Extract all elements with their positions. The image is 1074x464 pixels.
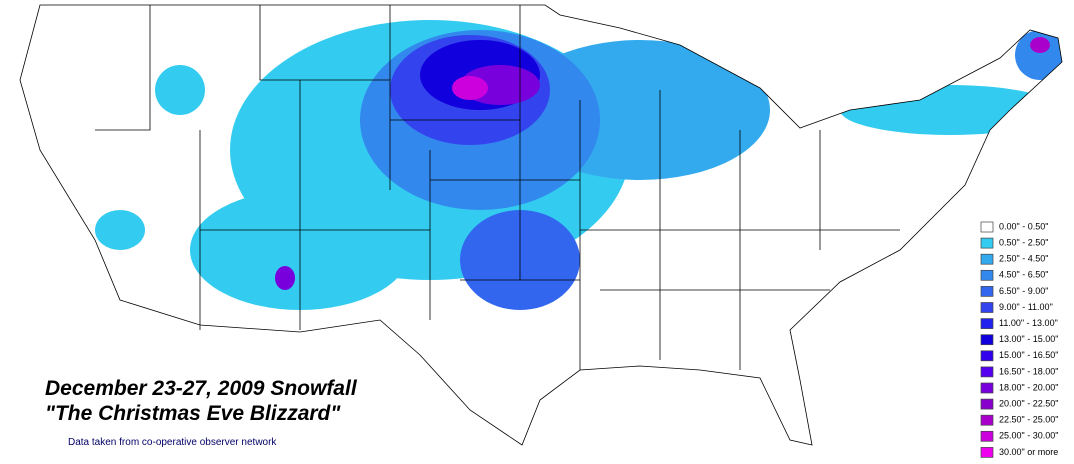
- legend: 0.00" - 0.50" 0.50" - 2.50" 2.50" - 4.50" 4…: [980, 221, 1058, 458]
- legend-swatch: [980, 318, 994, 329]
- legend-swatch: [980, 237, 994, 249]
- map-subtitle: "The Christmas Eve Blizzard": [45, 402, 341, 425]
- legend-label: 22.50" - 25.00": [999, 415, 1058, 425]
- map-title: December 23-27, 2009 Snowfall: [45, 377, 358, 400]
- legend-swatch: [980, 430, 994, 442]
- legend-label: 4.50" - 6.50": [999, 270, 1048, 280]
- legend-label: 2.50" - 4.50": [999, 254, 1048, 264]
- legend-label: 30.00" or more: [999, 447, 1058, 457]
- legend-label: 20.00" - 22.50": [999, 398, 1058, 408]
- legend-swatch: [980, 414, 994, 426]
- legend-label: 18.00" - 20.00": [999, 382, 1058, 392]
- legend-swatch: [980, 302, 994, 313]
- legend-swatch: [980, 366, 994, 378]
- legend-swatch: [980, 350, 994, 362]
- us-map: [19, 4, 1063, 446]
- legend-swatch: [980, 447, 994, 458]
- legend-label: 13.00" - 15.00": [999, 334, 1058, 344]
- legend-swatch: [980, 269, 994, 281]
- legend-swatch: [980, 334, 994, 346]
- legend-label: 0.00" - 0.50": [999, 221, 1048, 231]
- legend-swatch: [980, 221, 994, 233]
- legend-label: 6.50" - 9.00": [999, 286, 1048, 296]
- snowfall-shading: [95, 20, 1062, 310]
- legend-swatch: [980, 253, 994, 265]
- legend-swatch: [980, 286, 994, 297]
- legend-label: 25.00" - 30.00": [999, 431, 1058, 441]
- state-lines: [95, 5, 900, 370]
- legend-swatch: [980, 382, 994, 394]
- legend-label: 9.00" - 11.00": [999, 302, 1053, 312]
- data-source: Data taken from co-operative observer ne…: [68, 437, 277, 448]
- legend-swatch: [980, 398, 994, 410]
- legend-label: 15.00" - 16.50": [999, 350, 1058, 360]
- legend-label: 11.00" - 13.00": [999, 318, 1058, 328]
- legend-label: 0.50" - 2.50": [999, 237, 1048, 247]
- legend-label: 16.50" - 18.00": [999, 366, 1058, 376]
